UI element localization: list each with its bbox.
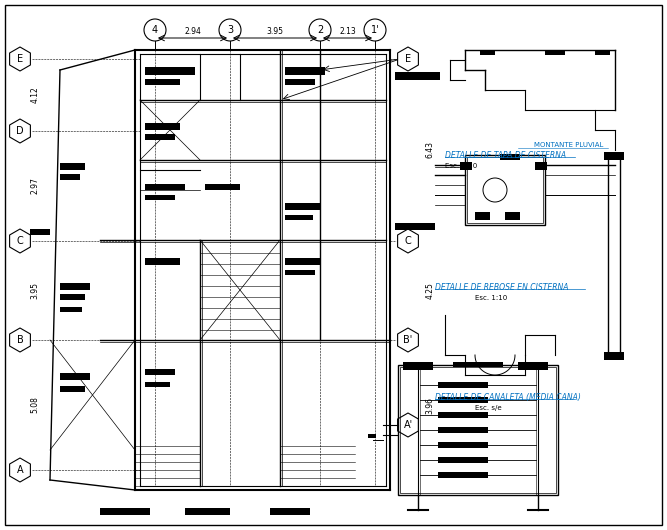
Bar	[285, 215, 313, 220]
Text: A': A'	[404, 420, 413, 430]
Bar	[453, 362, 503, 367]
Text: 3.95: 3.95	[267, 27, 283, 36]
Text: 6.43: 6.43	[426, 142, 434, 158]
Text: D: D	[16, 126, 24, 136]
Bar	[30, 229, 50, 235]
Bar	[185, 508, 230, 515]
Bar	[60, 386, 85, 392]
Bar	[500, 154, 520, 160]
Bar	[145, 123, 180, 130]
Text: A: A	[17, 465, 23, 475]
Bar	[60, 294, 85, 300]
Bar	[438, 457, 488, 463]
Bar	[145, 258, 180, 265]
Bar	[270, 508, 310, 515]
Bar	[100, 508, 150, 515]
Bar	[145, 369, 175, 375]
Bar	[467, 157, 543, 223]
Text: MONTANTE PLUVIAL: MONTANTE PLUVIAL	[534, 142, 603, 148]
Bar	[475, 212, 490, 220]
Bar	[438, 397, 488, 403]
Text: E: E	[405, 54, 411, 64]
Text: E: E	[17, 54, 23, 64]
Text: Esc. s/e: Esc. s/e	[475, 405, 502, 411]
Bar	[145, 195, 175, 200]
Text: 3.96: 3.96	[426, 396, 434, 413]
Text: 2.13: 2.13	[339, 27, 356, 36]
Bar	[403, 362, 433, 370]
Text: B': B'	[404, 335, 413, 345]
Bar	[60, 373, 90, 380]
Text: 2: 2	[317, 25, 323, 35]
Bar	[545, 50, 565, 55]
Bar	[480, 50, 495, 55]
Bar	[285, 258, 320, 265]
Bar	[395, 223, 435, 230]
Bar	[604, 352, 624, 360]
Bar	[60, 283, 90, 290]
Bar	[604, 152, 624, 160]
Bar	[595, 50, 610, 55]
Bar	[285, 67, 325, 75]
Bar	[438, 442, 488, 448]
Bar	[285, 270, 315, 275]
Bar	[368, 434, 376, 438]
Text: 4: 4	[152, 25, 158, 35]
Text: C: C	[17, 236, 23, 246]
Bar	[438, 382, 488, 388]
Text: 2.97: 2.97	[31, 178, 39, 195]
Bar	[438, 472, 488, 478]
Bar	[465, 155, 545, 225]
Text: 1': 1'	[371, 25, 380, 35]
Bar	[145, 134, 175, 140]
Text: 2.94: 2.94	[184, 27, 201, 36]
Bar	[145, 79, 180, 85]
Bar	[205, 184, 240, 190]
Bar	[60, 174, 80, 180]
Text: Esc. 1:10: Esc. 1:10	[445, 163, 478, 169]
Bar	[60, 307, 82, 312]
Bar	[285, 203, 320, 210]
Text: DETALLE DE CANALETA (MEDIA CANA): DETALLE DE CANALETA (MEDIA CANA)	[435, 393, 581, 402]
Text: Esc. 1:10: Esc. 1:10	[475, 295, 507, 301]
Bar	[145, 184, 185, 190]
Bar	[145, 382, 170, 387]
Text: 4.12: 4.12	[31, 86, 39, 103]
Text: 3.95: 3.95	[31, 282, 39, 299]
Bar	[505, 212, 520, 220]
Bar	[145, 67, 195, 75]
Bar	[398, 365, 558, 495]
Bar	[460, 162, 472, 170]
Text: 4.25: 4.25	[426, 282, 434, 299]
Bar	[535, 162, 547, 170]
Bar	[395, 72, 440, 80]
Bar	[438, 412, 488, 418]
Bar	[60, 163, 85, 170]
Text: C: C	[405, 236, 412, 246]
Text: B: B	[17, 335, 23, 345]
Bar	[518, 362, 548, 370]
Bar	[400, 367, 556, 493]
Bar	[438, 427, 488, 433]
Text: DETALLE DE TAPA DE CISTERNA: DETALLE DE TAPA DE CISTERNA	[445, 151, 566, 160]
Text: 3: 3	[227, 25, 233, 35]
Text: DETALLE DE REBOSE EN CISTERNA: DETALLE DE REBOSE EN CISTERNA	[435, 283, 568, 292]
Text: 5.08: 5.08	[31, 396, 39, 413]
Bar	[285, 79, 315, 85]
